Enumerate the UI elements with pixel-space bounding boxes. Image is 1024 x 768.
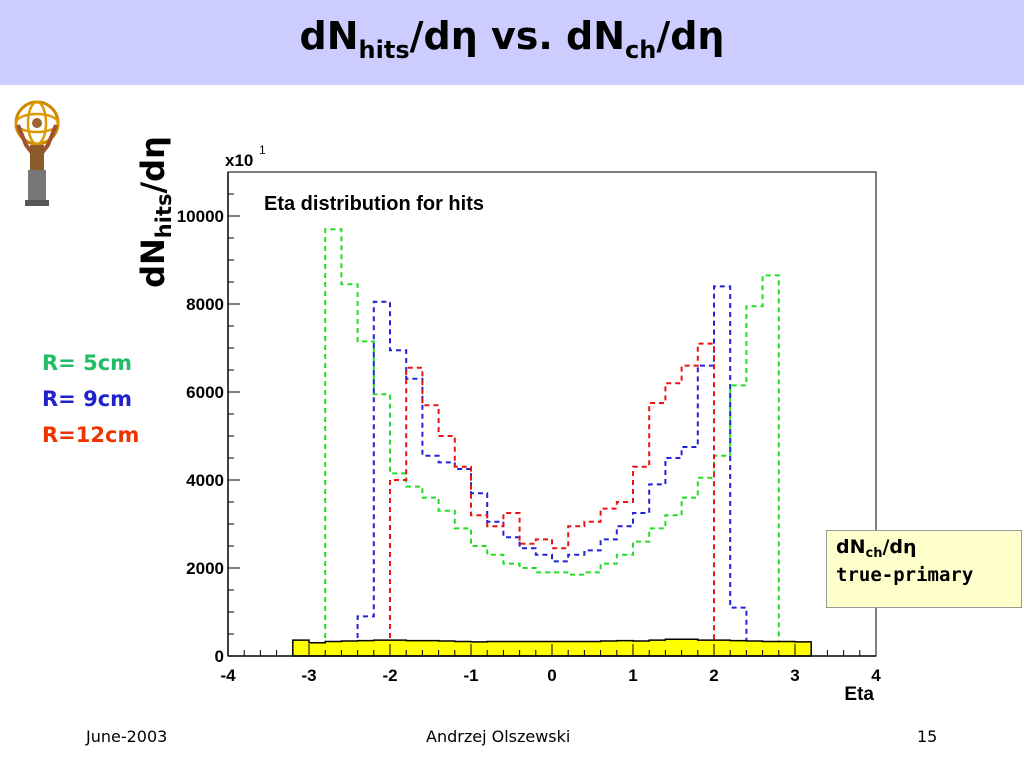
title-part: /dη vs. dN bbox=[409, 14, 626, 58]
footer-date: June-2003 bbox=[86, 727, 168, 746]
callout-subscript: ch bbox=[865, 546, 883, 561]
y-tick-label: 4000 bbox=[186, 471, 224, 490]
title-part: dN bbox=[299, 14, 359, 58]
callout-line1: dNch/dη bbox=[836, 536, 1021, 561]
callout-part: dN bbox=[836, 536, 866, 558]
y-tick-label: 10000 bbox=[177, 207, 224, 226]
series-line-2 bbox=[389, 342, 715, 656]
callout-box: dNch/dη true-primary bbox=[826, 530, 1022, 608]
title-part: /dη bbox=[656, 14, 725, 58]
x-tick-label: -3 bbox=[301, 666, 316, 685]
plot-frame bbox=[227, 171, 877, 657]
callout-part: /dη bbox=[882, 536, 917, 558]
x-tick-label: -1 bbox=[463, 666, 478, 685]
y-tick-label: 6000 bbox=[186, 383, 224, 402]
title-subscript: ch bbox=[625, 36, 657, 64]
chart-title: Eta distribution for hits bbox=[264, 193, 484, 215]
series-line-0 bbox=[324, 228, 780, 656]
x-tick-label: 3 bbox=[790, 666, 799, 685]
slide-title: dNhits/dη vs. dNch/dη bbox=[0, 14, 1024, 62]
legend-item-r12: R=12cm bbox=[42, 423, 140, 447]
x-tick-label: -2 bbox=[382, 666, 397, 685]
y-tick-label: 8000 bbox=[186, 295, 224, 314]
x-tick-label: -4 bbox=[220, 666, 236, 685]
footer-page-number: 15 bbox=[917, 727, 938, 746]
y-tick-label: 0 bbox=[215, 647, 224, 666]
x-tick-label: 4 bbox=[871, 666, 881, 685]
legend-item-r9: R= 9cm bbox=[42, 387, 133, 411]
title-subscript: hits bbox=[358, 36, 410, 64]
callout-line2: true-primary bbox=[836, 564, 974, 586]
y-tick-label: 2000 bbox=[186, 559, 224, 578]
title-bar bbox=[0, 0, 1024, 85]
x-tick-label: 1 bbox=[628, 666, 637, 685]
x-axis-label: Eta bbox=[844, 684, 874, 705]
legend-item-r5: R= 5cm bbox=[42, 351, 133, 375]
x-tick-label: 0 bbox=[547, 666, 556, 685]
y-multiplier-exponent: 1 bbox=[259, 143, 266, 157]
atlas-logo-icon bbox=[14, 100, 60, 206]
footer-author: Andrzej Olszewski bbox=[426, 727, 571, 746]
x-tick-label: 2 bbox=[709, 666, 718, 685]
y-multiplier-label: x10 bbox=[225, 151, 253, 170]
